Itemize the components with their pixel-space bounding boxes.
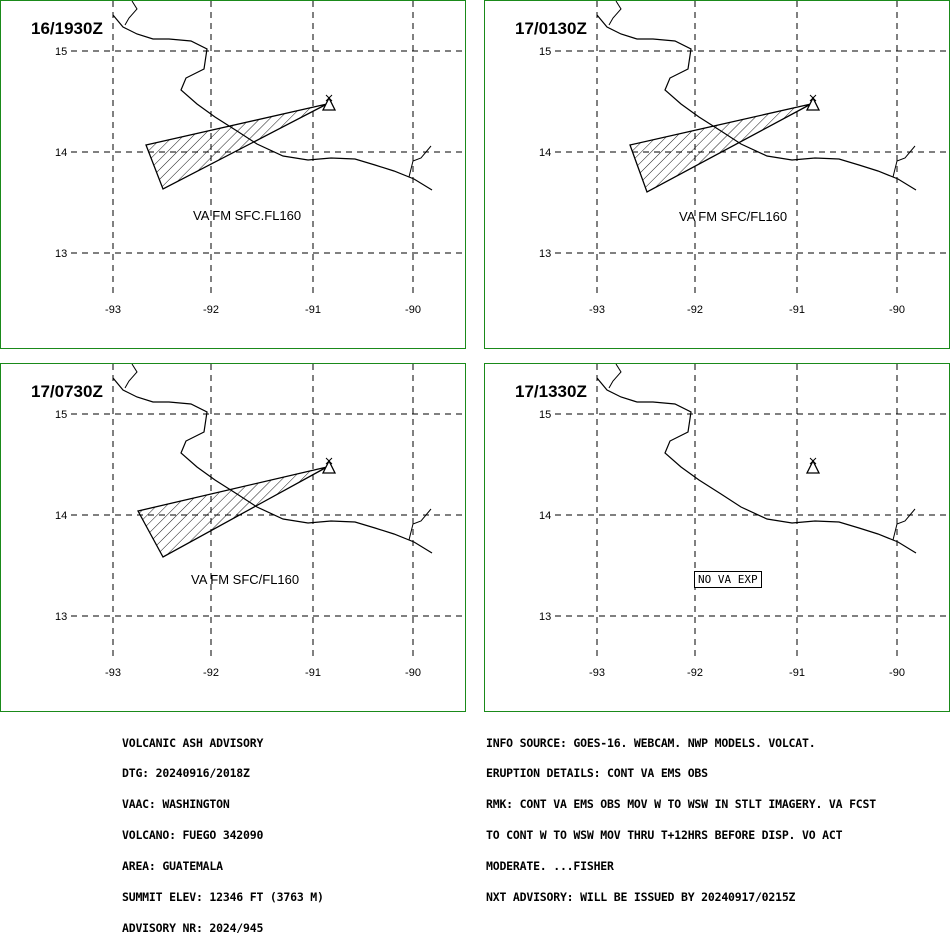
volcano-mark — [809, 457, 817, 465]
map-panel-3: -93 -92 -91 -90 15 14 13 17/0730Z VA FM SFC/FL… — [0, 363, 466, 712]
advisory-line: VOLCANO: FUEGO 342090 — [122, 828, 264, 843]
advisory-line: RMK: CONT VA EMS OBS MOV W TO WSW IN STL… — [486, 797, 876, 812]
lat-tick-label: 15 — [539, 46, 551, 58]
lon-tick-label: -91 — [305, 667, 321, 679]
lon-tick-label: -92 — [687, 304, 703, 316]
lon-tick-label: -93 — [105, 667, 121, 679]
lon-tick-label: -90 — [405, 667, 421, 679]
lat-tick-label: 13 — [55, 611, 67, 623]
map-svg-1: -93 -92 -91 -90 15 14 13 — [55, 1, 465, 316]
lat-tick-label: 15 — [55, 409, 67, 421]
border-line — [892, 508, 916, 541]
panel-time: 17/1330Z — [515, 382, 587, 401]
volcano-mark — [325, 457, 333, 465]
volcano-icon — [805, 96, 821, 111]
volcano-mark — [325, 94, 333, 102]
map-svg-2: -93 -92 -91 -90 15 14 13 — [539, 1, 949, 316]
lon-tick-label: -92 — [203, 304, 219, 316]
advisory-line: TO CONT W TO WSW MOV THRU T+12HRS BEFORE… — [486, 828, 843, 843]
no-va-exp-box: NO VA EXP — [694, 571, 762, 588]
panel-time: 17/0730Z — [31, 382, 103, 401]
lat-tick-label: 14 — [539, 510, 551, 522]
ash-cloud-polygon — [137, 466, 328, 558]
lon-tick-label: -92 — [687, 667, 703, 679]
ash-cloud-polygon — [145, 103, 328, 190]
volcano-mark — [809, 94, 817, 102]
border-line — [608, 1, 622, 26]
ash-label: VA FM SFC/FL160 — [679, 209, 788, 224]
lat-tick-label: 14 — [539, 147, 551, 159]
map-panel-2: -93 -92 -91 -90 15 14 13 17/0130Z VA FM SFC/FL… — [484, 0, 950, 349]
lon-tick-label: -93 — [589, 304, 605, 316]
lon-tick-label: -91 — [789, 304, 805, 316]
volcano-icon — [321, 459, 337, 474]
border-line — [124, 1, 138, 26]
advisory-left-text: VOLCANIC ASH ADVISORY DTG: 20240916/2018… — [122, 717, 324, 944]
ash-cloud-polygon — [629, 103, 812, 193]
lat-tick-label: 14 — [55, 147, 67, 159]
coastline — [596, 377, 917, 554]
lon-tick-label: -91 — [305, 304, 321, 316]
volcano-icon — [321, 96, 337, 111]
lat-tick-label: 15 — [539, 409, 551, 421]
lat-tick-label: 13 — [539, 248, 551, 260]
coastline — [112, 14, 433, 191]
panel-time: 16/1930Z — [31, 19, 103, 38]
lon-tick-label: -93 — [589, 667, 605, 679]
advisory-line: SUMMIT ELEV: 12346 FT (3763 M) — [122, 890, 324, 905]
lon-tick-label: -91 — [789, 667, 805, 679]
border-line — [408, 145, 432, 178]
lon-tick-label: -90 — [405, 304, 421, 316]
lat-tick-label: 14 — [55, 510, 67, 522]
coastline — [596, 14, 917, 191]
map-panel-4: -93 -92 -91 -90 15 14 13 17/1330Z NO VA EXP — [484, 363, 950, 712]
volcano-icon — [805, 459, 821, 474]
lon-tick-label: -90 — [889, 304, 905, 316]
advisory-line: INFO SOURCE: GOES-16. WEBCAM. NWP MODELS… — [486, 735, 816, 750]
advisory-line: VOLCANIC ASH ADVISORY — [122, 735, 264, 750]
advisory-line: ADVISORY NR: 2024/945 — [122, 920, 264, 935]
map-panel-1: -93 -92 -91 -90 15 14 13 16/1930Z VA FM SFC.FL… — [0, 0, 466, 349]
border-line — [408, 508, 432, 541]
coastline — [112, 377, 433, 554]
lon-tick-label: -92 — [203, 667, 219, 679]
advisory-right-text: INFO SOURCE: GOES-16. WEBCAM. NWP MODELS… — [486, 717, 876, 913]
advisory-line: VAAC: WASHINGTON — [122, 797, 230, 812]
lat-tick-label: 13 — [539, 611, 551, 623]
advisory-line: AREA: GUATEMALA — [122, 859, 223, 874]
advisory-line: ERUPTION DETAILS: CONT VA EMS OBS — [486, 766, 708, 781]
advisory-line: DTG: 20240916/2018Z — [122, 766, 250, 781]
border-line — [892, 145, 916, 178]
ash-label: VA FM SFC/FL160 — [191, 572, 300, 587]
panel-time: 17/0130Z — [515, 19, 587, 38]
lon-tick-label: -93 — [105, 304, 121, 316]
lon-tick-label: -90 — [889, 667, 905, 679]
border-line — [124, 364, 138, 389]
ash-label: VA FM SFC.FL160 — [193, 208, 302, 223]
border-line — [608, 364, 622, 389]
advisory-line: NXT ADVISORY: WILL BE ISSUED BY 20240917… — [486, 890, 796, 905]
lat-tick-label: 13 — [55, 248, 67, 260]
map-svg-3: -93 -92 -91 -90 15 14 13 — [55, 364, 465, 679]
lat-tick-label: 15 — [55, 46, 67, 58]
advisory-line: MODERATE. ...FISHER — [486, 859, 614, 874]
map-svg-4: -93 -92 -91 -90 15 14 13 — [539, 364, 949, 679]
